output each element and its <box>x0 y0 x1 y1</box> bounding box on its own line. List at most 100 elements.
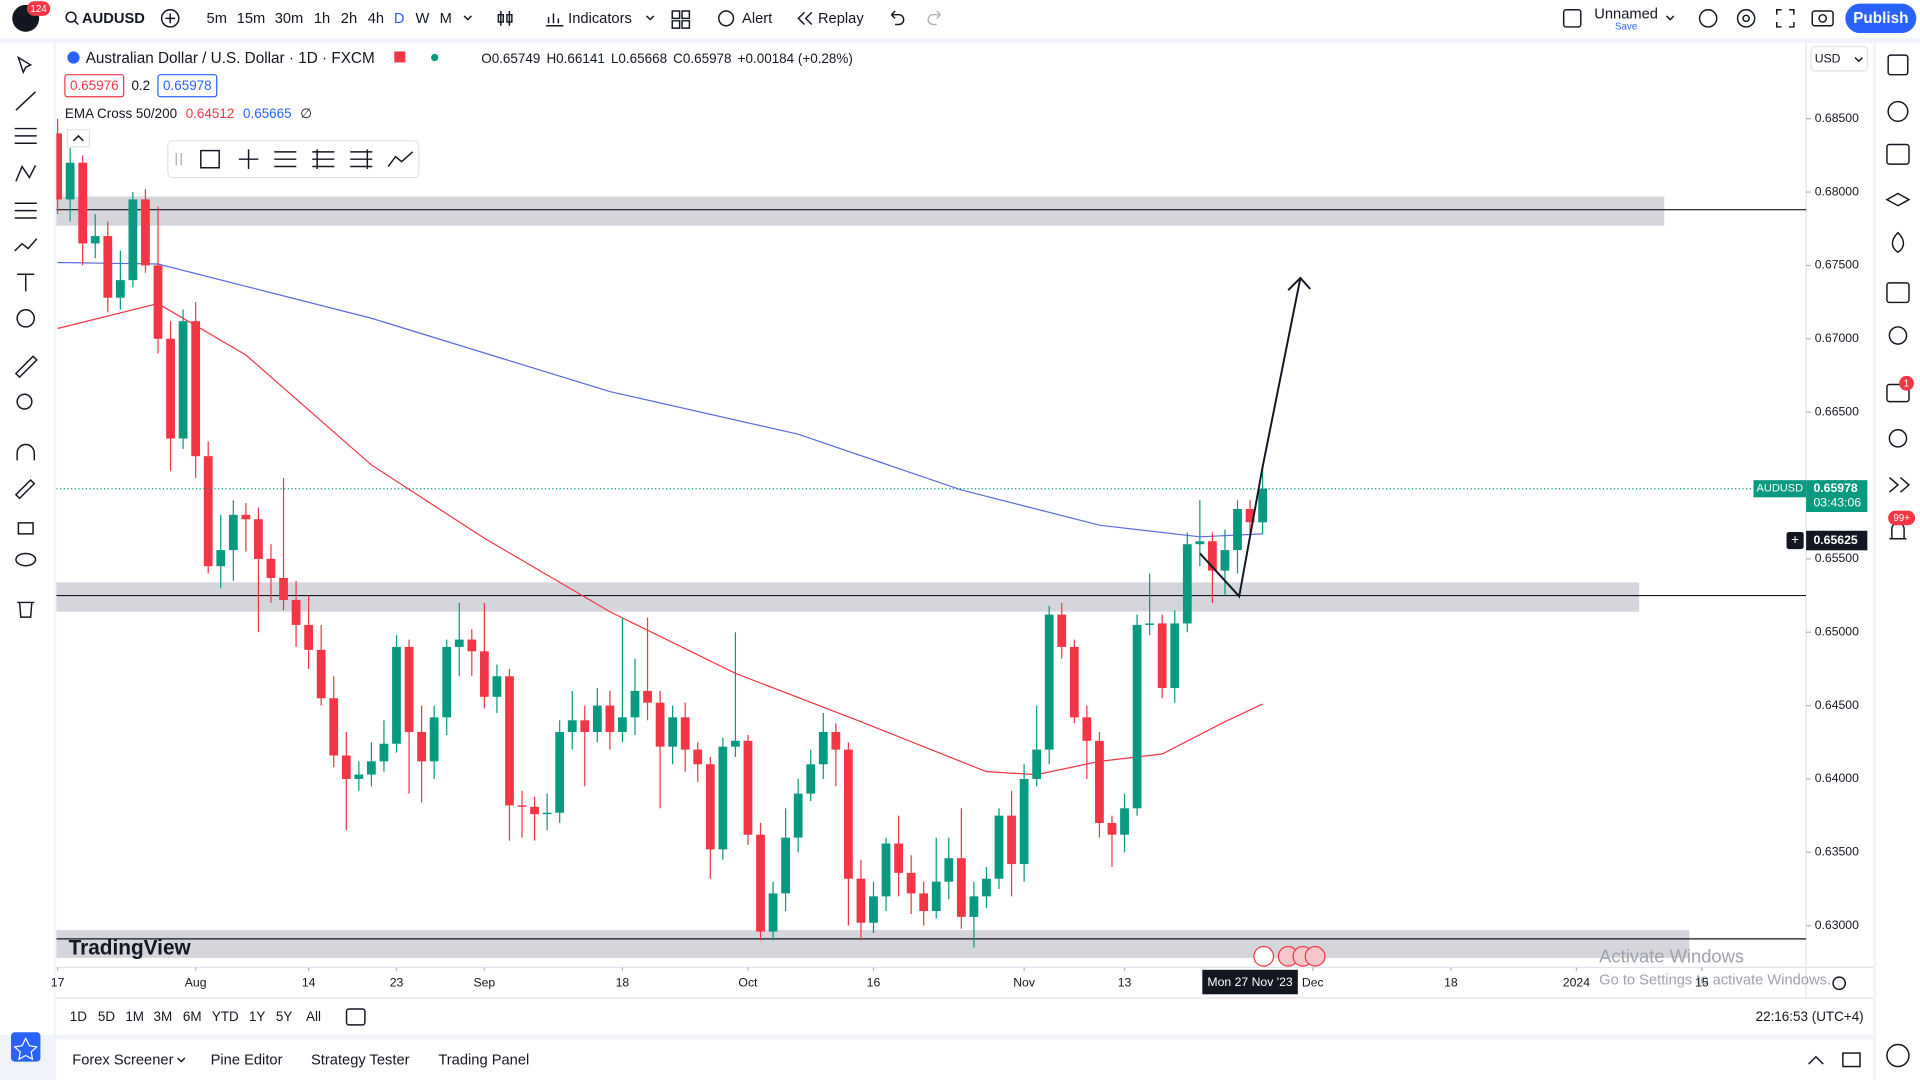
panel-tab[interactable]: Forex Screener <box>72 1052 173 1068</box>
x-tick-label: 18 <box>616 975 630 989</box>
trend-line-tool[interactable] <box>15 91 37 111</box>
sell-button[interactable] <box>64 74 125 98</box>
maximize-panel[interactable] <box>1842 1052 1861 1068</box>
data-window-button[interactable] <box>1886 143 1910 165</box>
emoji-tool[interactable] <box>16 309 36 328</box>
range-button[interactable]: 1D <box>70 1009 87 1024</box>
lock-tool[interactable] <box>17 522 34 535</box>
redo-button[interactable] <box>927 10 941 26</box>
hotlists-button[interactable] <box>1891 231 1905 254</box>
buy-button[interactable] <box>157 74 218 98</box>
publish-button[interactable] <box>1845 3 1917 34</box>
candle-body <box>1220 550 1230 571</box>
candle-body <box>115 280 125 298</box>
ideas-button[interactable] <box>1888 326 1908 345</box>
pattern-tool[interactable] <box>15 164 37 182</box>
projection-tool[interactable] <box>14 202 37 219</box>
settings-button[interactable] <box>1736 9 1756 28</box>
symbol-search[interactable]: AUDUSD <box>82 11 145 27</box>
object-tree-button[interactable] <box>1885 192 1911 207</box>
zoom-tool[interactable] <box>16 393 33 410</box>
event-icon[interactable] <box>1253 945 1275 967</box>
alert-button[interactable]: Alert <box>742 11 772 27</box>
fullscreen-button[interactable] <box>1776 9 1795 28</box>
timeframe-button[interactable]: 5m <box>207 11 227 27</box>
news-button[interactable] <box>1888 476 1911 493</box>
candle-body <box>643 690 652 703</box>
range-button[interactable]: 3M <box>154 1009 173 1024</box>
collapse-panel[interactable] <box>1808 1055 1824 1065</box>
replay-button[interactable]: Replay <box>818 11 864 27</box>
snapshot-button[interactable] <box>1811 10 1834 27</box>
range-button[interactable]: 1Y <box>249 1009 265 1024</box>
help-button[interactable] <box>1886 1043 1910 1068</box>
streams-button[interactable] <box>1888 429 1908 448</box>
layout-checkbox[interactable] <box>1562 9 1582 28</box>
fib-tool[interactable] <box>14 127 37 144</box>
event-icon[interactable] <box>1304 945 1326 967</box>
range-button[interactable]: 5D <box>98 1009 115 1024</box>
timeframe-button[interactable]: 4h <box>368 11 384 27</box>
magnet-tool[interactable] <box>16 443 36 461</box>
cursor-tool[interactable] <box>17 55 33 75</box>
quick-search[interactable] <box>1698 9 1718 28</box>
x-tick-label: 18 <box>1444 975 1458 989</box>
remove-tool[interactable] <box>17 601 35 618</box>
currency-selector[interactable] <box>1810 45 1868 72</box>
fib-channel-tool[interactable] <box>350 149 373 169</box>
range-button[interactable]: All <box>306 1009 321 1024</box>
timeframe-button[interactable]: 30m <box>275 11 304 27</box>
panel-tab[interactable]: Strategy Tester <box>311 1052 410 1068</box>
candle-body <box>881 843 891 897</box>
dropdown-arrow <box>1854 57 1863 63</box>
candle-body <box>580 720 590 733</box>
indicators-button[interactable]: Indicators <box>568 11 632 27</box>
brush-tool[interactable] <box>14 238 38 252</box>
lines-tool[interactable] <box>274 151 297 168</box>
timeframe-button[interactable]: 2h <box>341 11 357 27</box>
undo-button[interactable] <box>890 10 905 26</box>
crosshair-plus[interactable] <box>1786 531 1804 550</box>
dropdown-arrow <box>177 1057 186 1063</box>
candle-body <box>103 236 113 298</box>
calendar-button[interactable] <box>1886 282 1910 304</box>
path-tool[interactable] <box>387 151 414 167</box>
ruler-tool[interactable] <box>14 355 38 379</box>
settings-icon <box>1742 14 1750 23</box>
symbol-flag <box>67 51 80 64</box>
chats-button[interactable] <box>1886 383 1910 403</box>
range-button[interactable]: YTD <box>212 1009 239 1024</box>
text-tool[interactable] <box>17 273 35 292</box>
candle-body <box>442 646 452 718</box>
watchlist-button[interactable] <box>1887 54 1909 76</box>
timeframe-button[interactable]: M <box>440 11 452 27</box>
x-tick-label: 17 <box>51 975 65 989</box>
range-button[interactable]: 1M <box>125 1009 144 1024</box>
stay-drawing[interactable] <box>14 478 36 500</box>
crosshair-tool[interactable] <box>238 149 259 169</box>
panel-tab[interactable]: Pine Editor <box>211 1052 283 1068</box>
range-button[interactable]: 5Y <box>276 1009 292 1024</box>
date-range-button[interactable] <box>345 1008 366 1026</box>
timeframe-button[interactable]: W <box>416 11 430 27</box>
layout-name[interactable]: Unnamed <box>1594 7 1658 23</box>
timeframe-button[interactable]: D <box>394 11 405 27</box>
channel-tool[interactable] <box>312 149 335 169</box>
alerts-button[interactable] <box>1887 100 1909 122</box>
badge <box>1899 375 1914 391</box>
hide-tool[interactable] <box>15 552 37 567</box>
rectangle-tool[interactable] <box>200 149 220 169</box>
timeframe-button[interactable]: 15m <box>237 11 266 27</box>
panel-tab[interactable]: Trading Panel <box>438 1052 529 1068</box>
save-label[interactable]: Save <box>1615 22 1637 33</box>
publish-label: Publish <box>1853 10 1908 27</box>
drag-handle[interactable] <box>175 153 182 166</box>
range-button[interactable]: 6M <box>183 1009 202 1024</box>
watchlist-star[interactable] <box>11 1032 41 1062</box>
legend-collapse[interactable] <box>66 129 90 148</box>
chart-type-button[interactable] <box>497 11 513 26</box>
timeframe-button[interactable]: 1h <box>314 11 330 27</box>
layouts-button[interactable] <box>671 10 691 29</box>
axis-settings[interactable] <box>1832 976 1847 991</box>
compare-button[interactable] <box>160 9 180 28</box>
